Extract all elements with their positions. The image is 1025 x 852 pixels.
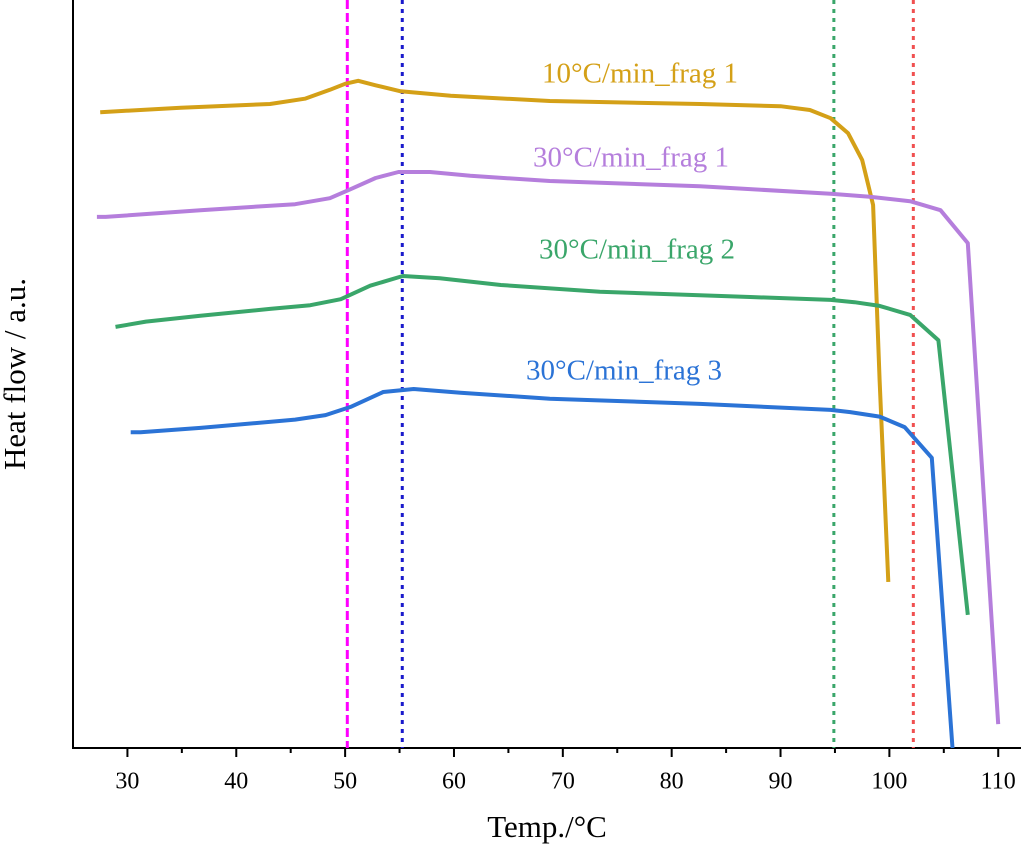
x-tick-label: 40 (224, 769, 248, 795)
series-label: 30°C/min_frag 3 (526, 355, 722, 387)
series-label: 10°C/min_frag 1 (542, 58, 738, 90)
series-label: 30°C/min_frag 1 (533, 142, 729, 174)
series-label: 30°C/min_frag 2 (539, 234, 735, 266)
x-tick-label: 110 (981, 769, 1016, 795)
y-axis-title: Heat flow / a.u. (0, 278, 32, 470)
series-line (115, 274, 970, 616)
x-tick-label: 70 (551, 769, 575, 795)
series-line (130, 387, 955, 749)
x-tick-label: 100 (871, 769, 907, 795)
series-line (96, 170, 1001, 725)
x-tick-label: 50 (333, 769, 357, 795)
x-axis-title: Temp./°C (487, 809, 607, 844)
series-line (100, 78, 891, 582)
x-tick-label: 30 (115, 769, 139, 795)
x-tick-label: 60 (442, 769, 466, 795)
x-tick-label: 90 (769, 769, 793, 795)
x-tick-label: 80 (660, 769, 684, 795)
